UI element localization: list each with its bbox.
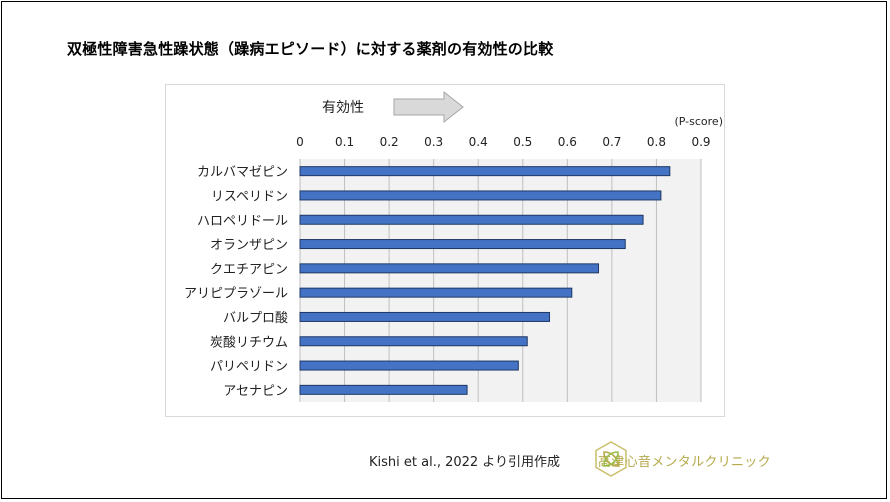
category-label: 炭酸リチウム bbox=[210, 335, 288, 350]
right-arrow-icon bbox=[393, 90, 464, 124]
category-label: アセナピン bbox=[223, 384, 288, 399]
x-tick-label: 0.6 bbox=[558, 135, 577, 149]
chart-container: 0 0.1 0.2 0.3 0.4 0.5 0.6 0.7 0.8 0.9 (P-score) 有効性… bbox=[165, 84, 725, 417]
bar bbox=[299, 190, 662, 201]
bar bbox=[299, 214, 644, 225]
bar bbox=[299, 360, 519, 371]
clinic-name: 高津心音メンタルクリニック bbox=[598, 454, 771, 470]
category-label: ハロペリドール bbox=[197, 214, 288, 229]
citation-text: Kishi et al., 2022 より引用作成 bbox=[369, 455, 561, 470]
x-tick-label: 0.1 bbox=[335, 135, 354, 149]
x-tick-label: 0.3 bbox=[424, 135, 443, 149]
x-tick-label: 0.2 bbox=[380, 135, 399, 149]
category-label: クエチアピン bbox=[210, 262, 288, 277]
category-label: オランザピン bbox=[210, 238, 288, 253]
x-tick-label: 0.9 bbox=[691, 135, 710, 149]
x-tick-label: 0 bbox=[296, 135, 304, 149]
bar bbox=[299, 311, 551, 322]
effectiveness-annotation: 有効性 bbox=[322, 100, 364, 116]
category-label: バルプロ酸 bbox=[223, 311, 288, 326]
clinic-leaf-logo-icon bbox=[595, 441, 627, 477]
bar bbox=[299, 239, 626, 250]
bar bbox=[299, 336, 528, 347]
category-label: カルバマゼピン bbox=[197, 165, 288, 180]
slide-title: 双極性障害急性躁状態（躁病エピソード）に対する薬剤の有効性の比較 bbox=[67, 40, 554, 58]
bar bbox=[299, 287, 573, 298]
x-tick-label: 0.8 bbox=[647, 135, 666, 149]
x-axis-label: (P-score) bbox=[674, 115, 723, 128]
x-tick-label: 0.4 bbox=[469, 135, 488, 149]
clinic-branding: 高津心音メンタルクリニック bbox=[592, 440, 771, 480]
category-label: リスペリドン bbox=[211, 189, 288, 204]
bar bbox=[299, 384, 468, 395]
category-label: アリピプラゾール bbox=[184, 287, 288, 302]
bar-chart: 0 0.1 0.2 0.3 0.4 0.5 0.6 0.7 0.8 0.9 (P-score) 有効性… bbox=[184, 90, 723, 402]
bar bbox=[299, 263, 600, 274]
x-tick-label: 0.7 bbox=[602, 135, 621, 149]
category-label: パリペリドン bbox=[210, 360, 288, 375]
bar bbox=[299, 166, 671, 177]
x-tick-label: 0.5 bbox=[513, 135, 532, 149]
